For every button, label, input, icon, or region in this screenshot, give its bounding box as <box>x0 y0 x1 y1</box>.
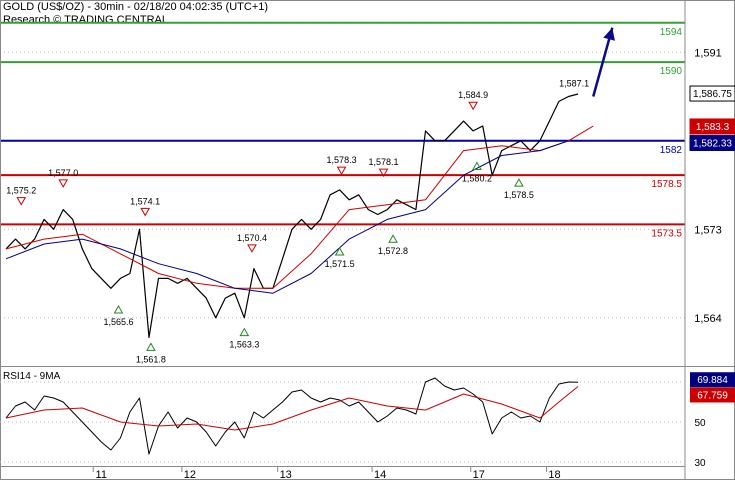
low-marker <box>472 161 482 170</box>
price-badge-label: 1,582.33 <box>693 139 732 150</box>
annotation-label: 1,584.9 <box>458 90 488 100</box>
level-label: 1578.5 <box>651 179 682 190</box>
level-label: 1594 <box>660 27 683 38</box>
high-marker <box>16 197 27 206</box>
x-tick-label: 11 <box>96 469 107 480</box>
forecast-arrow-head <box>603 27 615 41</box>
high-marker <box>336 166 347 176</box>
annotation-label: 1,572.8 <box>378 246 408 256</box>
low-marker <box>334 246 345 256</box>
rsi-badge <box>690 372 735 388</box>
price-badge-label: 1,586.75 <box>693 89 732 100</box>
low-marker <box>514 178 524 187</box>
annotation-label: 1,575.2 <box>6 186 36 196</box>
annotation-label: 1,561.8 <box>136 354 166 364</box>
price-badge-label: 1,583.3 <box>696 122 730 133</box>
rsi-tick-label: 30 <box>694 458 706 469</box>
annotation-label: 1,580.2 <box>462 173 492 183</box>
rsi-line-rsi <box>5 377 579 455</box>
annotation-label: 1,563.3 <box>229 340 259 350</box>
series-line-ma_fast <box>5 125 594 289</box>
rsi-tick-label: 50 <box>694 418 706 429</box>
rsi-badge-label: 67.759 <box>697 390 728 401</box>
level-label: 1590 <box>660 66 683 77</box>
annotation-label: 1,574.1 <box>130 196 160 206</box>
series-line-ma_slow <box>5 140 569 294</box>
series-line-price <box>5 93 579 338</box>
annotation-label: 1,570.4 <box>237 233 267 243</box>
x-tick-label: 13 <box>280 469 292 480</box>
annotation-label: 1,571.5 <box>325 259 355 269</box>
annotation-label: 1,578.1 <box>369 157 399 167</box>
price-badge <box>689 85 735 102</box>
x-tick-label: 12 <box>184 469 196 480</box>
price-badge <box>689 118 735 135</box>
annotation-label: 1,578.5 <box>504 190 534 200</box>
price-badge <box>689 135 735 152</box>
low-marker <box>146 342 156 351</box>
y-tick-label: 1,564 <box>694 313 722 325</box>
rsi-title: RSI14 - 9MA <box>3 371 61 382</box>
low-marker <box>239 327 250 337</box>
low-marker <box>388 234 398 243</box>
high-marker <box>378 168 389 178</box>
high-marker <box>247 244 257 253</box>
rsi-badge <box>690 387 735 403</box>
chart-title: GOLD (US$/OZ) - 30min - 02/18/20 04:02:3… <box>3 1 269 13</box>
x-tick-label: 18 <box>548 469 560 480</box>
y-tick-label: 1,591 <box>694 47 722 59</box>
y-tick-label: 1,573 <box>694 224 722 236</box>
level-label: 1573.5 <box>651 228 682 239</box>
low-marker <box>113 305 124 314</box>
rsi-badge-label: 69.884 <box>697 375 728 386</box>
x-tick-label: 14 <box>374 469 386 480</box>
annotation-label: 1,565.6 <box>103 317 133 327</box>
annotation-label: 1,587.1 <box>559 79 589 89</box>
x-tick-label: 17 <box>473 469 485 480</box>
high-marker <box>468 101 478 111</box>
high-marker <box>58 179 69 188</box>
high-marker <box>140 207 151 217</box>
annotation-label: 1,577.0 <box>48 168 78 178</box>
annotation-label: 1,578.3 <box>327 155 357 165</box>
level-label: 1582 <box>660 145 683 156</box>
rsi-line-rsi_ma <box>5 386 579 431</box>
